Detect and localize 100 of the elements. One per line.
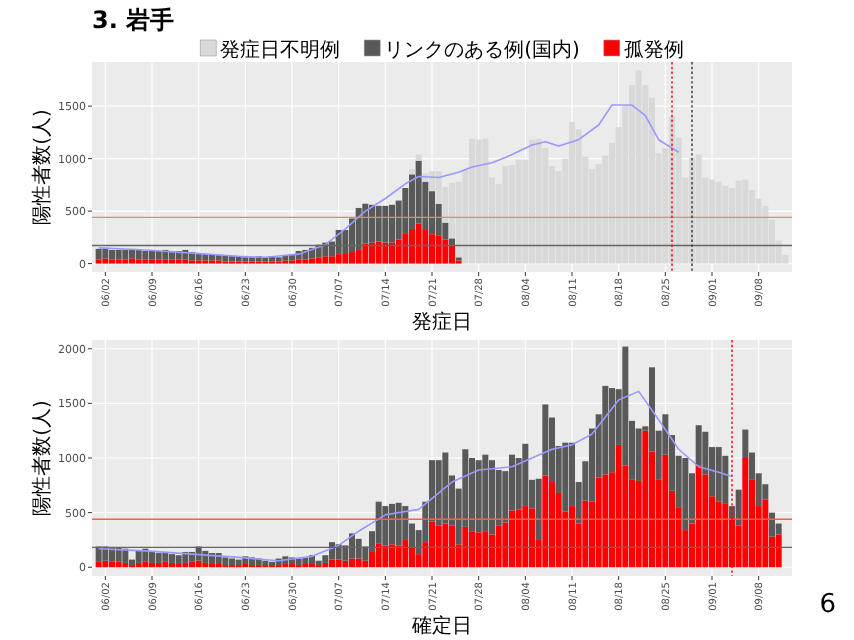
bar bbox=[95, 561, 102, 568]
x-axis-title: 発症日 bbox=[412, 310, 472, 334]
bar bbox=[415, 160, 422, 224]
bar bbox=[389, 204, 395, 243]
bar bbox=[169, 562, 175, 568]
bar bbox=[642, 430, 649, 568]
bar bbox=[342, 560, 349, 568]
bar bbox=[322, 562, 329, 568]
bar bbox=[142, 561, 149, 568]
bar bbox=[395, 239, 402, 264]
legend-label: リンクのある例(国内) bbox=[384, 38, 580, 62]
bar bbox=[135, 550, 142, 563]
bar bbox=[149, 562, 155, 568]
legend-label: 孤発例 bbox=[623, 38, 684, 62]
bar bbox=[129, 258, 135, 264]
bar bbox=[602, 474, 609, 568]
bar bbox=[742, 458, 749, 568]
bar bbox=[362, 243, 369, 264]
bar bbox=[522, 443, 529, 507]
legend-label: 発症日不明例 bbox=[220, 38, 341, 62]
bar bbox=[182, 562, 189, 568]
bar bbox=[355, 249, 362, 264]
bar bbox=[495, 525, 502, 568]
bar bbox=[115, 561, 122, 568]
bar bbox=[415, 223, 422, 264]
bar bbox=[329, 256, 335, 264]
bar bbox=[102, 258, 109, 264]
bar bbox=[389, 242, 395, 264]
bar bbox=[409, 169, 415, 175]
bar bbox=[715, 447, 722, 502]
bar bbox=[382, 506, 389, 546]
bar bbox=[775, 534, 782, 568]
bar bbox=[542, 475, 549, 568]
bar bbox=[469, 531, 475, 568]
bar bbox=[442, 452, 449, 524]
y-axis-title: 陽性者数(人) bbox=[30, 109, 54, 225]
bar bbox=[702, 474, 709, 568]
bar bbox=[355, 558, 362, 568]
bar bbox=[129, 559, 135, 566]
bar bbox=[149, 551, 155, 563]
bar bbox=[122, 249, 129, 260]
bar bbox=[109, 249, 115, 260]
bar bbox=[389, 544, 395, 568]
bar bbox=[435, 525, 442, 568]
bar bbox=[355, 207, 362, 250]
bar bbox=[262, 560, 269, 566]
text: 6 bbox=[819, 590, 836, 620]
bar bbox=[362, 203, 369, 244]
bar bbox=[362, 560, 369, 568]
bar bbox=[322, 256, 329, 264]
bar bbox=[235, 559, 242, 566]
bar bbox=[735, 489, 742, 526]
bar bbox=[535, 478, 542, 540]
bar bbox=[162, 561, 169, 568]
bar bbox=[375, 205, 382, 242]
bar bbox=[482, 454, 489, 532]
bar bbox=[402, 233, 409, 264]
bar bbox=[509, 510, 515, 568]
bar bbox=[442, 523, 449, 568]
bar bbox=[395, 545, 402, 568]
bar bbox=[695, 154, 702, 264]
y-axis-title: 陽性者数(人) bbox=[30, 400, 54, 516]
bar bbox=[489, 460, 495, 535]
bar bbox=[489, 534, 495, 568]
bar bbox=[315, 560, 322, 566]
bar bbox=[462, 526, 469, 568]
bar bbox=[109, 561, 115, 568]
bar bbox=[375, 241, 382, 264]
bar bbox=[695, 425, 702, 466]
bar bbox=[475, 532, 482, 568]
bar bbox=[135, 249, 142, 260]
bar bbox=[142, 251, 149, 260]
bar bbox=[369, 242, 375, 264]
bar bbox=[369, 204, 375, 243]
bar bbox=[102, 560, 109, 568]
bar bbox=[542, 404, 549, 476]
bar bbox=[595, 477, 602, 568]
bar bbox=[482, 531, 489, 568]
bar bbox=[429, 234, 435, 264]
bar bbox=[355, 538, 362, 559]
bar bbox=[662, 454, 669, 568]
bar bbox=[429, 521, 435, 568]
bar bbox=[335, 559, 342, 568]
bar bbox=[695, 465, 702, 568]
bar bbox=[582, 500, 589, 568]
bar bbox=[335, 254, 342, 264]
bar bbox=[195, 560, 202, 568]
bar bbox=[382, 205, 389, 243]
bar bbox=[395, 502, 402, 546]
bar bbox=[122, 562, 129, 568]
bar bbox=[769, 512, 775, 537]
bar bbox=[449, 245, 455, 264]
line-series bbox=[97, 390, 733, 562]
bar bbox=[375, 543, 382, 568]
bar bbox=[562, 442, 569, 512]
bar bbox=[315, 257, 322, 264]
bar bbox=[435, 460, 442, 526]
bar bbox=[722, 455, 729, 504]
bar bbox=[422, 230, 429, 264]
bar bbox=[309, 258, 315, 264]
